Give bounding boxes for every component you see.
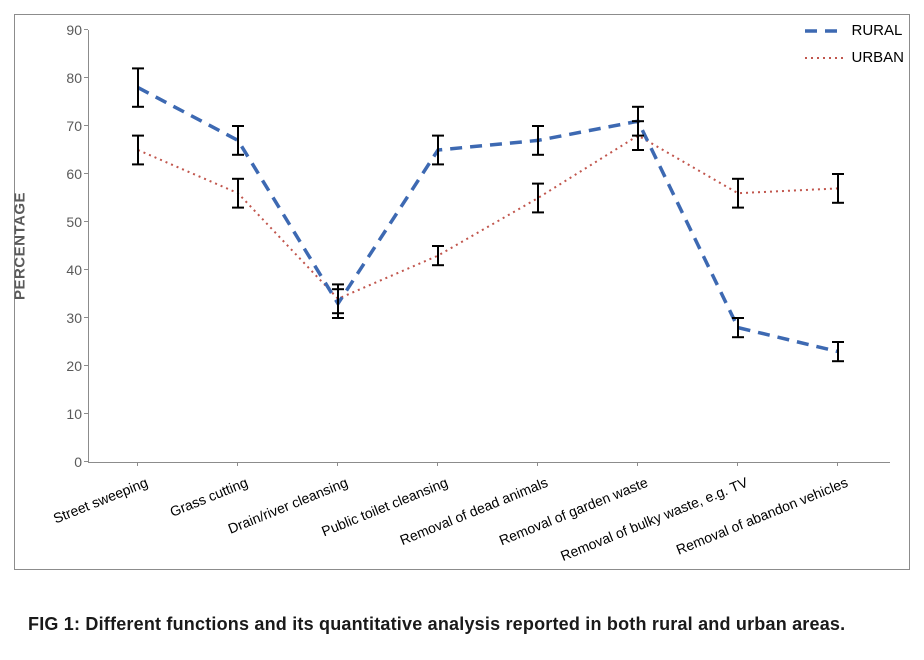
errorbar-rural — [132, 68, 144, 106]
legend-swatch-rural — [805, 23, 843, 39]
x-tick — [837, 462, 838, 466]
y-tick-label: 40 — [66, 262, 82, 278]
y-tick-label: 10 — [66, 406, 82, 422]
x-tick — [637, 462, 638, 466]
legend-label-urban: URBAN — [851, 49, 904, 66]
plot-area — [88, 30, 890, 462]
errorbar-urban — [532, 184, 544, 213]
errorbar-urban — [732, 179, 744, 208]
y-tick-label: 50 — [66, 214, 82, 230]
y-tick-label: 80 — [66, 70, 82, 86]
x-tick — [437, 462, 438, 466]
x-tick — [737, 462, 738, 466]
x-tick — [237, 462, 238, 466]
legend-item-rural: RURAL — [805, 22, 904, 39]
y-tick-label: 0 — [74, 454, 82, 470]
legend-label-rural: RURAL — [851, 22, 902, 39]
x-axis-line — [88, 462, 890, 463]
legend: RURAL URBAN — [805, 22, 904, 76]
errorbar-urban — [132, 136, 144, 165]
errorbar-urban — [432, 246, 444, 265]
x-tick — [137, 462, 138, 466]
chart-figure: PERCENTAGE 0102030405060708090 Street sw… — [0, 0, 924, 660]
y-tick-label: 90 — [66, 22, 82, 38]
errorbar-urban — [232, 179, 244, 208]
legend-item-urban: URBAN — [805, 49, 904, 66]
errorbar-urban — [832, 174, 844, 203]
x-tick — [337, 462, 338, 466]
series-svg — [88, 30, 890, 462]
x-tick — [537, 462, 538, 466]
y-axis-label: PERCENTAGE — [12, 192, 29, 300]
legend-swatch-urban — [805, 50, 843, 66]
y-tick-label: 60 — [66, 166, 82, 182]
figure-caption: FIG 1: Different functions and its quant… — [28, 614, 845, 635]
y-tick-label: 70 — [66, 118, 82, 134]
series-line-urban — [138, 136, 838, 299]
series-line-rural — [138, 88, 838, 352]
y-tick-label: 30 — [66, 310, 82, 326]
y-tick-label: 20 — [66, 358, 82, 374]
errorbar-rural — [832, 342, 844, 361]
